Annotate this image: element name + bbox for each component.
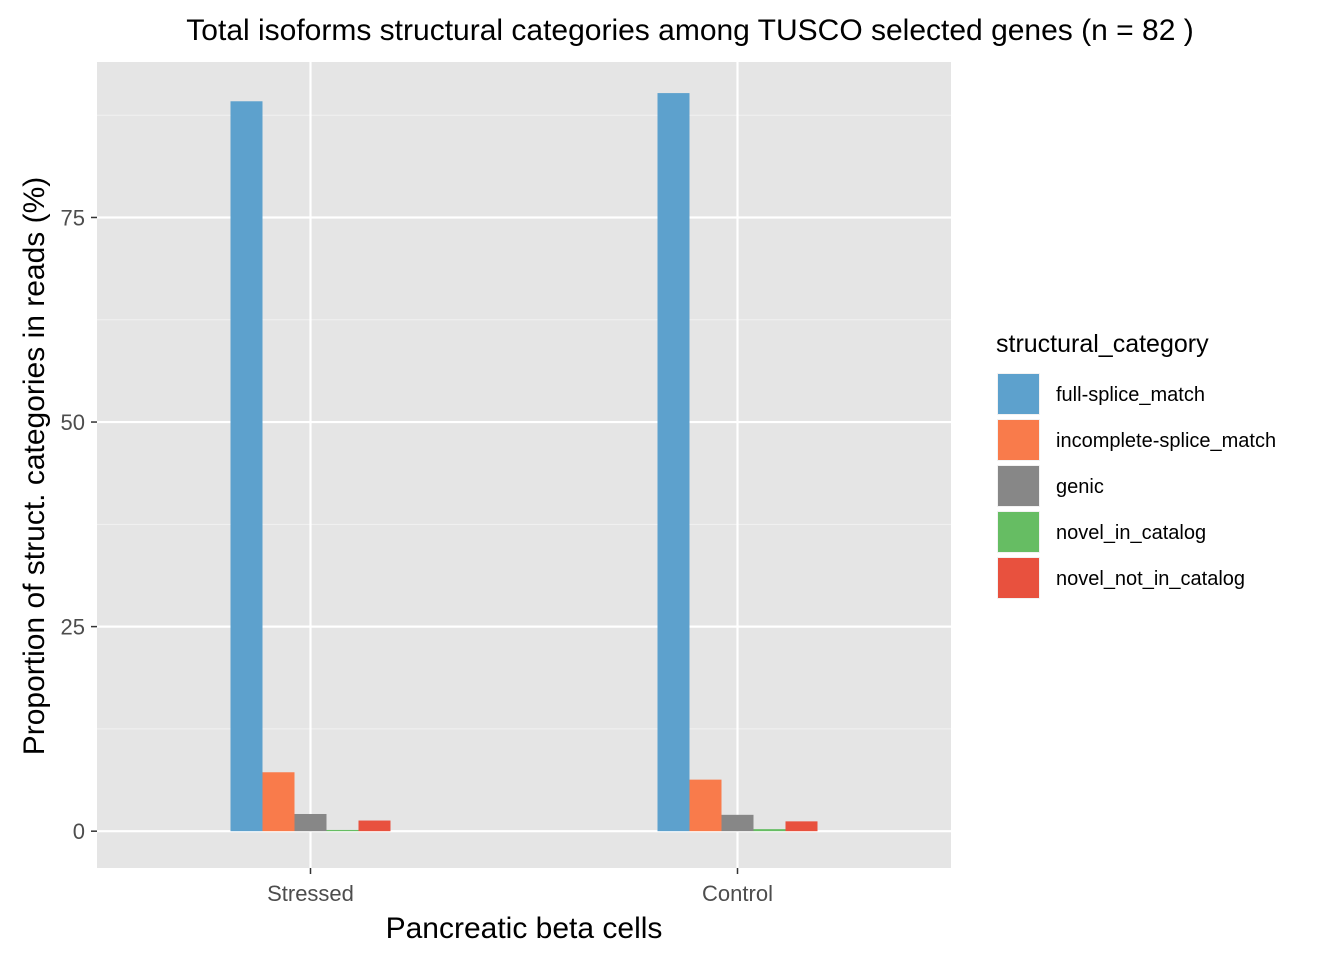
- legend-title: structural_category: [996, 330, 1209, 358]
- y-tick-label: 50: [61, 410, 85, 435]
- bar-full-splice_match-stressed: [230, 101, 263, 832]
- y-tick-label: 75: [61, 205, 85, 230]
- bar-incomplete-splice_match-stressed: [262, 772, 295, 832]
- chart-title: Total isoforms structural categories amo…: [186, 14, 1193, 47]
- legend-label-full-splice_match: full-splice_match: [1056, 384, 1205, 406]
- bar-novel_in_catalog-control: [753, 829, 786, 832]
- legend-key-novel_not_in_catalog: [998, 558, 1039, 598]
- plot-area: 0 25 50 75 Stressed Control: [61, 62, 951, 906]
- x-axis-title: Pancreatic beta cells: [386, 912, 663, 945]
- legend-label-novel_in_catalog: novel_in_catalog: [1056, 522, 1206, 544]
- legend-label-novel_not_in_catalog: novel_not_in_catalog: [1056, 568, 1245, 590]
- x-tick-label-control: Control: [702, 881, 773, 906]
- y-tick-label: 0: [73, 819, 85, 844]
- legend-key-incomplete-splice_match: [998, 420, 1039, 460]
- bar-incomplete-splice_match-control: [689, 779, 722, 832]
- legend-label-genic: genic: [1056, 476, 1104, 498]
- legend-key-novel_in_catalog: [998, 512, 1039, 552]
- x-tick-label-stressed: Stressed: [267, 881, 354, 906]
- bar-novel_not_in_catalog-control: [785, 821, 818, 832]
- bar-novel_in_catalog-stressed: [326, 829, 359, 832]
- bar-genic-control: [721, 814, 754, 832]
- legend-key-full-splice_match: [998, 374, 1039, 414]
- bar-novel_not_in_catalog-stressed: [358, 820, 391, 832]
- legend-label-incomplete-splice_match: incomplete-splice_match: [1056, 430, 1276, 452]
- legend-key-genic: [998, 466, 1039, 506]
- bar-full-splice_match-control: [657, 93, 690, 832]
- y-axis-title: Proportion of struct. categories in read…: [18, 177, 51, 756]
- panel-background: [97, 62, 951, 868]
- bar-genic-stressed: [294, 813, 327, 832]
- y-tick-label: 25: [61, 615, 85, 640]
- legend: structural_category full-splice_matchinc…: [996, 330, 1276, 599]
